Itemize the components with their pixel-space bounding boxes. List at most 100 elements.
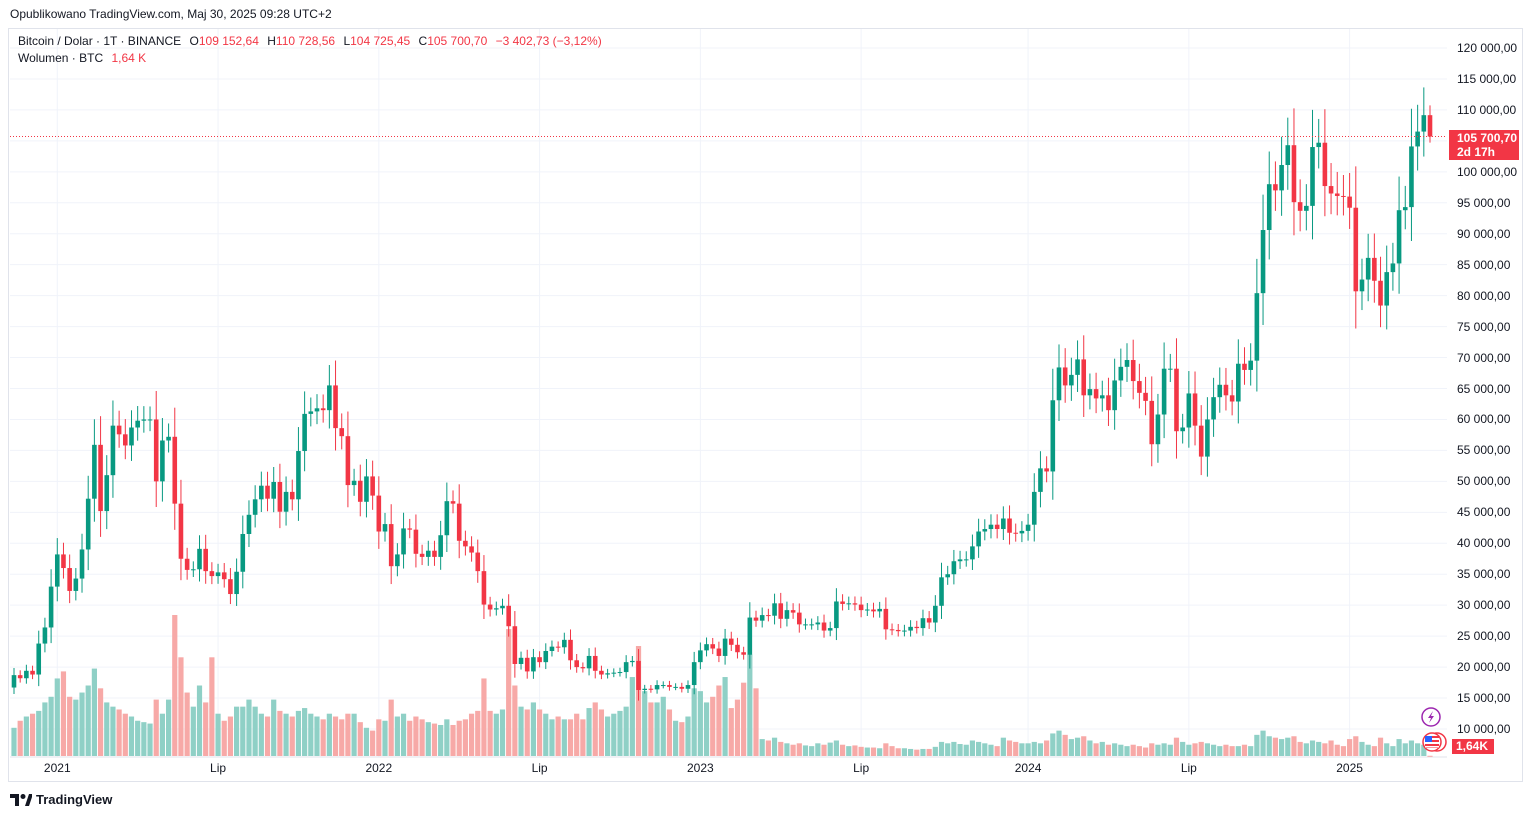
volume-bar — [685, 716, 691, 756]
volume-bar — [1359, 741, 1365, 756]
candle-body — [531, 657, 536, 672]
tradingview-logo[interactable]: TradingView — [10, 792, 112, 807]
volume-bar — [289, 716, 295, 756]
candle — [327, 365, 332, 429]
candle-body — [772, 603, 777, 616]
candle-body — [728, 638, 734, 645]
candle-body — [933, 605, 938, 623]
volume-bar — [827, 742, 833, 756]
candle-body — [741, 652, 746, 655]
volume-bar — [660, 696, 666, 756]
candle — [351, 468, 357, 496]
volume-bar — [555, 716, 561, 756]
candle-body — [345, 436, 351, 486]
candle-body — [407, 528, 413, 530]
volume-bar — [765, 740, 771, 756]
volume-bar — [493, 713, 499, 756]
volume-bar — [747, 654, 753, 756]
candle — [636, 649, 641, 701]
volume-bar — [1105, 744, 1112, 756]
volume-bar — [1074, 737, 1081, 756]
candle-body — [698, 650, 703, 663]
candle — [419, 544, 425, 566]
volume-bar — [802, 745, 809, 756]
volume-bar — [1068, 739, 1074, 756]
candle-body — [1155, 414, 1161, 445]
volume-bar — [1427, 755, 1433, 757]
candle — [617, 667, 623, 677]
volume-bar — [870, 747, 877, 756]
price-tick-label: 65 000,00 — [1457, 381, 1511, 396]
candle-body — [17, 675, 23, 679]
candle-body — [221, 572, 227, 580]
candle-body — [246, 514, 252, 534]
volume-bar — [809, 746, 815, 756]
volume-bar — [363, 727, 370, 756]
volume-bar — [920, 748, 926, 756]
candle — [1322, 109, 1328, 217]
volume-bar — [1180, 741, 1186, 756]
candle — [562, 632, 567, 654]
us-flag-event-icon[interactable] — [1422, 732, 1447, 752]
candle — [1167, 353, 1173, 382]
price-tick-label: 55 000,00 — [1457, 443, 1511, 458]
candle — [1099, 380, 1105, 412]
candle — [487, 596, 493, 617]
candle-body — [759, 615, 765, 621]
candle — [1025, 513, 1031, 541]
candle-body — [871, 609, 876, 612]
volume-bar — [1204, 743, 1210, 756]
candle-body — [660, 685, 666, 687]
candle-body — [920, 618, 926, 629]
candle — [1365, 233, 1371, 302]
volume-bar — [938, 741, 945, 756]
candle-body — [945, 574, 950, 578]
high-label: H — [267, 34, 276, 48]
candle-body — [1050, 400, 1056, 472]
candle — [865, 603, 870, 616]
candle-body — [963, 559, 969, 561]
volume-bar — [302, 708, 308, 756]
candle-body — [252, 499, 258, 515]
candle-body — [815, 622, 821, 625]
candle-body — [994, 524, 1000, 530]
candle — [531, 648, 536, 679]
candle — [79, 533, 85, 593]
lightning-icon[interactable] — [1421, 707, 1441, 727]
volume-bar — [209, 657, 215, 756]
symbol-title[interactable]: Bitcoin / Dolar · 1T · BINANCE — [18, 34, 182, 48]
candle — [809, 618, 814, 630]
volume-bar — [536, 709, 543, 756]
candle-body — [419, 553, 425, 557]
candle-body — [821, 622, 827, 631]
volume-bar — [574, 713, 580, 756]
volume-title[interactable]: Wolumen · BTC — [18, 51, 104, 65]
volume-bar — [60, 671, 67, 756]
candle — [1266, 151, 1272, 260]
candle-body — [1415, 131, 1420, 147]
volume-bar — [741, 682, 747, 756]
candle — [827, 621, 833, 637]
volume-bar — [1402, 743, 1408, 756]
candle — [339, 413, 345, 450]
candle-body — [599, 670, 604, 675]
candle — [178, 479, 184, 581]
candle — [933, 595, 938, 633]
candle — [1062, 348, 1068, 403]
candle-body — [586, 655, 592, 669]
volume-bar — [1081, 736, 1087, 756]
volume-bar — [957, 744, 963, 756]
candle — [766, 608, 771, 622]
candle-body — [710, 644, 716, 649]
volume-bar — [17, 720, 23, 756]
chart-pane[interactable] — [8, 28, 1523, 782]
candle — [209, 562, 215, 585]
candle-body — [865, 609, 870, 611]
candle-body — [1372, 257, 1377, 281]
candle — [1019, 521, 1025, 543]
volume-bar — [833, 740, 839, 756]
volume-bar — [258, 713, 264, 756]
volume-bar — [1223, 744, 1229, 756]
volume-bar — [778, 741, 784, 756]
